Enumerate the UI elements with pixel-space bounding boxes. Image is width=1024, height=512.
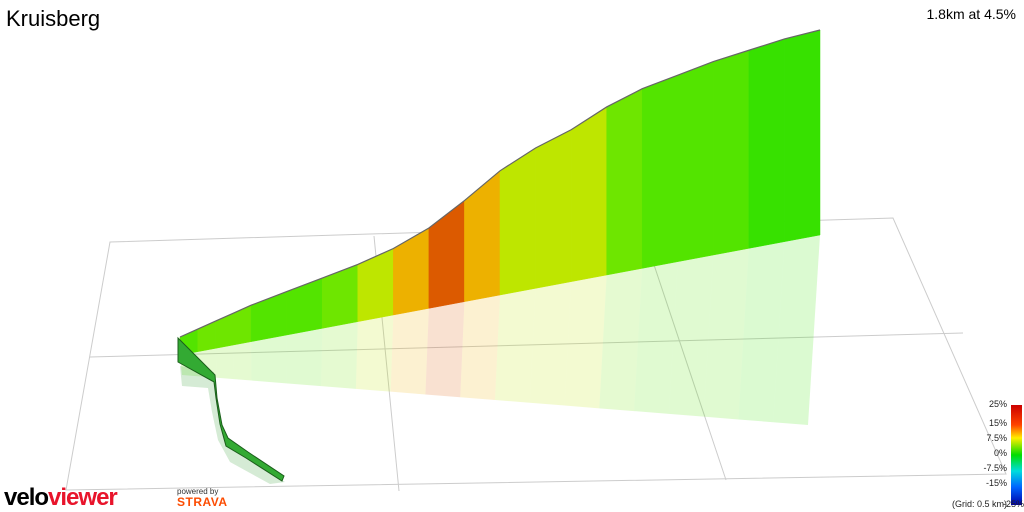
veloviewer-logo[interactable]: veloviewer (4, 484, 118, 512)
powered-by-text: powered by (177, 487, 219, 496)
ribbon-segment (641, 74, 679, 269)
strava-badge[interactable]: powered by STRAVA (177, 487, 228, 509)
ribbon-segment (677, 61, 714, 262)
legend-label-25: 25% (988, 399, 1007, 409)
logo-viewer: viewer (48, 484, 118, 511)
legend-label-7-5: 7.5% (986, 433, 1007, 443)
legend-label-0: 0% (993, 448, 1007, 458)
ribbon-reflection-segment (599, 268, 643, 412)
ribbon-segment (357, 248, 394, 322)
segment-title: Kruisberg (6, 6, 101, 31)
ribbon-segment (784, 29, 821, 242)
ribbon-reflection-segment (773, 235, 820, 425)
ribbon-reflection-segment (738, 241, 785, 423)
elevation-profile-line (179, 29, 821, 338)
ribbon-segment (250, 291, 287, 342)
start-tail-shadow (180, 366, 285, 484)
ribbon-segment (570, 106, 607, 282)
ribbon-reflection-segment (215, 345, 235, 380)
ribbon-segment (499, 147, 536, 296)
logo-velo: velo (4, 484, 49, 511)
ribbon-segment (286, 277, 323, 336)
ribbon-reflection-segment (529, 281, 572, 406)
ribbon-reflection-segment (564, 275, 607, 409)
strava-logo: STRAVA (177, 495, 228, 509)
ribbon-segment (606, 88, 643, 276)
start-tail (177, 336, 285, 484)
ribbon-segment (464, 170, 501, 302)
ribbon-segment (748, 38, 785, 249)
grid-scale-note: (Grid: 0.5 km) (951, 499, 1007, 509)
ribbon-segment (428, 200, 465, 309)
legend-label-minus-15: -15% (985, 478, 1007, 488)
legend-label-minus-7-5: -7.5% (983, 463, 1007, 473)
ribbon-reflection-segment (251, 335, 287, 384)
ribbon-segment (321, 264, 359, 329)
ribbon-segment (233, 304, 252, 346)
start-tail-top (177, 336, 285, 482)
ribbon-reflection-segment (355, 315, 394, 392)
ribbon-segment (713, 49, 750, 256)
grid-line-horizontal (89, 332, 964, 358)
ribbon-segment (535, 129, 572, 289)
legend-bar (1011, 405, 1022, 505)
ribbon-reflection-segment (703, 248, 749, 420)
ribbon-reflection-segment (390, 308, 429, 395)
ribbon-segment (215, 312, 234, 349)
elevation-ribbon (179, 29, 821, 425)
ribbon-reflection-segment (321, 321, 358, 389)
legend-label-15: 15% (988, 418, 1007, 428)
ribbon-reflection-segment (668, 255, 714, 417)
ribbon-reflection-segment (460, 295, 500, 400)
ribbon-reflection-segment (233, 341, 252, 381)
grid-line-vertical-2 (640, 225, 727, 481)
ribbon-reflection-segment (495, 288, 536, 403)
ribbon-reflection-segment (286, 328, 323, 387)
ribbon-segment (393, 227, 430, 316)
ribbon-reflection-segment (425, 301, 465, 398)
ribbon-reflection-segment (634, 261, 678, 414)
segment-stats: 1.8km at 4.5% (926, 6, 1017, 22)
legend-label-minus-25: -25% (1002, 499, 1024, 509)
